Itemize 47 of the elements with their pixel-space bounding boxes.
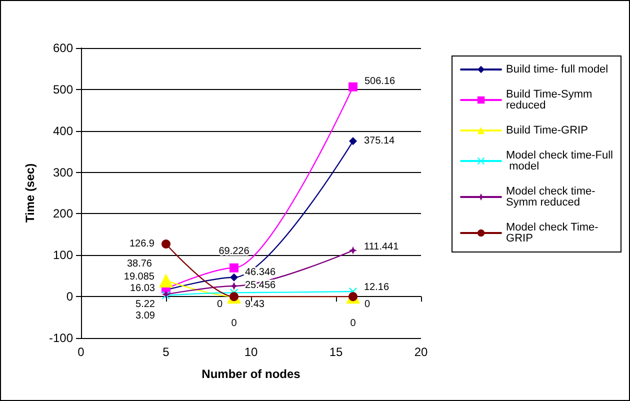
point [349, 246, 357, 254]
point [349, 137, 357, 146]
data-label: 16.03 [130, 283, 156, 294]
data-label: 46.346 [245, 266, 276, 278]
x-tick-label: 0 [78, 345, 85, 359]
legend-label: Build Time-Symm reduced [506, 88, 596, 112]
data-label: 5.22 [136, 299, 156, 310]
y-tick-label: -100 [48, 331, 74, 345]
data-label: 506.16 [364, 76, 396, 87]
point [230, 273, 238, 282]
data-label: 3.09 [136, 310, 156, 322]
legend-label: Build time- full model [506, 64, 608, 76]
data-label: 0 [364, 299, 370, 310]
legend-label: Build Time-GRIP [506, 124, 588, 136]
y-tick-label: 600 [52, 41, 74, 55]
y-tick-label: 300 [52, 165, 74, 180]
legend-label: Model check Time- GRIP [506, 222, 602, 244]
data-label: 0 [231, 318, 238, 330]
data-label: 9.43 [245, 299, 265, 310]
x-tick-label: 20 [414, 345, 428, 359]
data-label: 19.085 [124, 271, 155, 282]
data-label: 111.441 [364, 242, 400, 253]
x-axis-title: Number of nodes [202, 367, 301, 381]
data-label: 0 [216, 299, 223, 310]
point [162, 240, 170, 248]
point [230, 282, 238, 290]
point [159, 274, 173, 288]
data-label: 25.456 [245, 280, 276, 291]
y-tick-label: 0 [66, 290, 74, 304]
y-tick-label: 200 [52, 206, 74, 221]
point [230, 263, 238, 272]
x-tick-label: 15 [329, 345, 343, 359]
data-label: 38.76 [126, 258, 152, 270]
data-label: 69.226 [218, 246, 250, 257]
x-tick-label: 5 [162, 345, 170, 359]
y-tick-label: 400 [52, 124, 74, 138]
x-tick-label: 10 [244, 345, 258, 359]
data-label: 0 [350, 318, 356, 330]
legend-label: Model check time- Symm reduced [506, 186, 598, 208]
y-tick-label: 500 [52, 82, 74, 96]
data-label: 126.9 [129, 238, 155, 250]
data-label: 375.14 [364, 136, 396, 147]
y-tick-label: 100 [52, 248, 74, 262]
y-axis-title: Time (sec) [23, 163, 37, 223]
legend-label: Model check time-Full model [506, 150, 614, 172]
point [348, 82, 358, 92]
data-label: 12.16 [364, 282, 390, 294]
